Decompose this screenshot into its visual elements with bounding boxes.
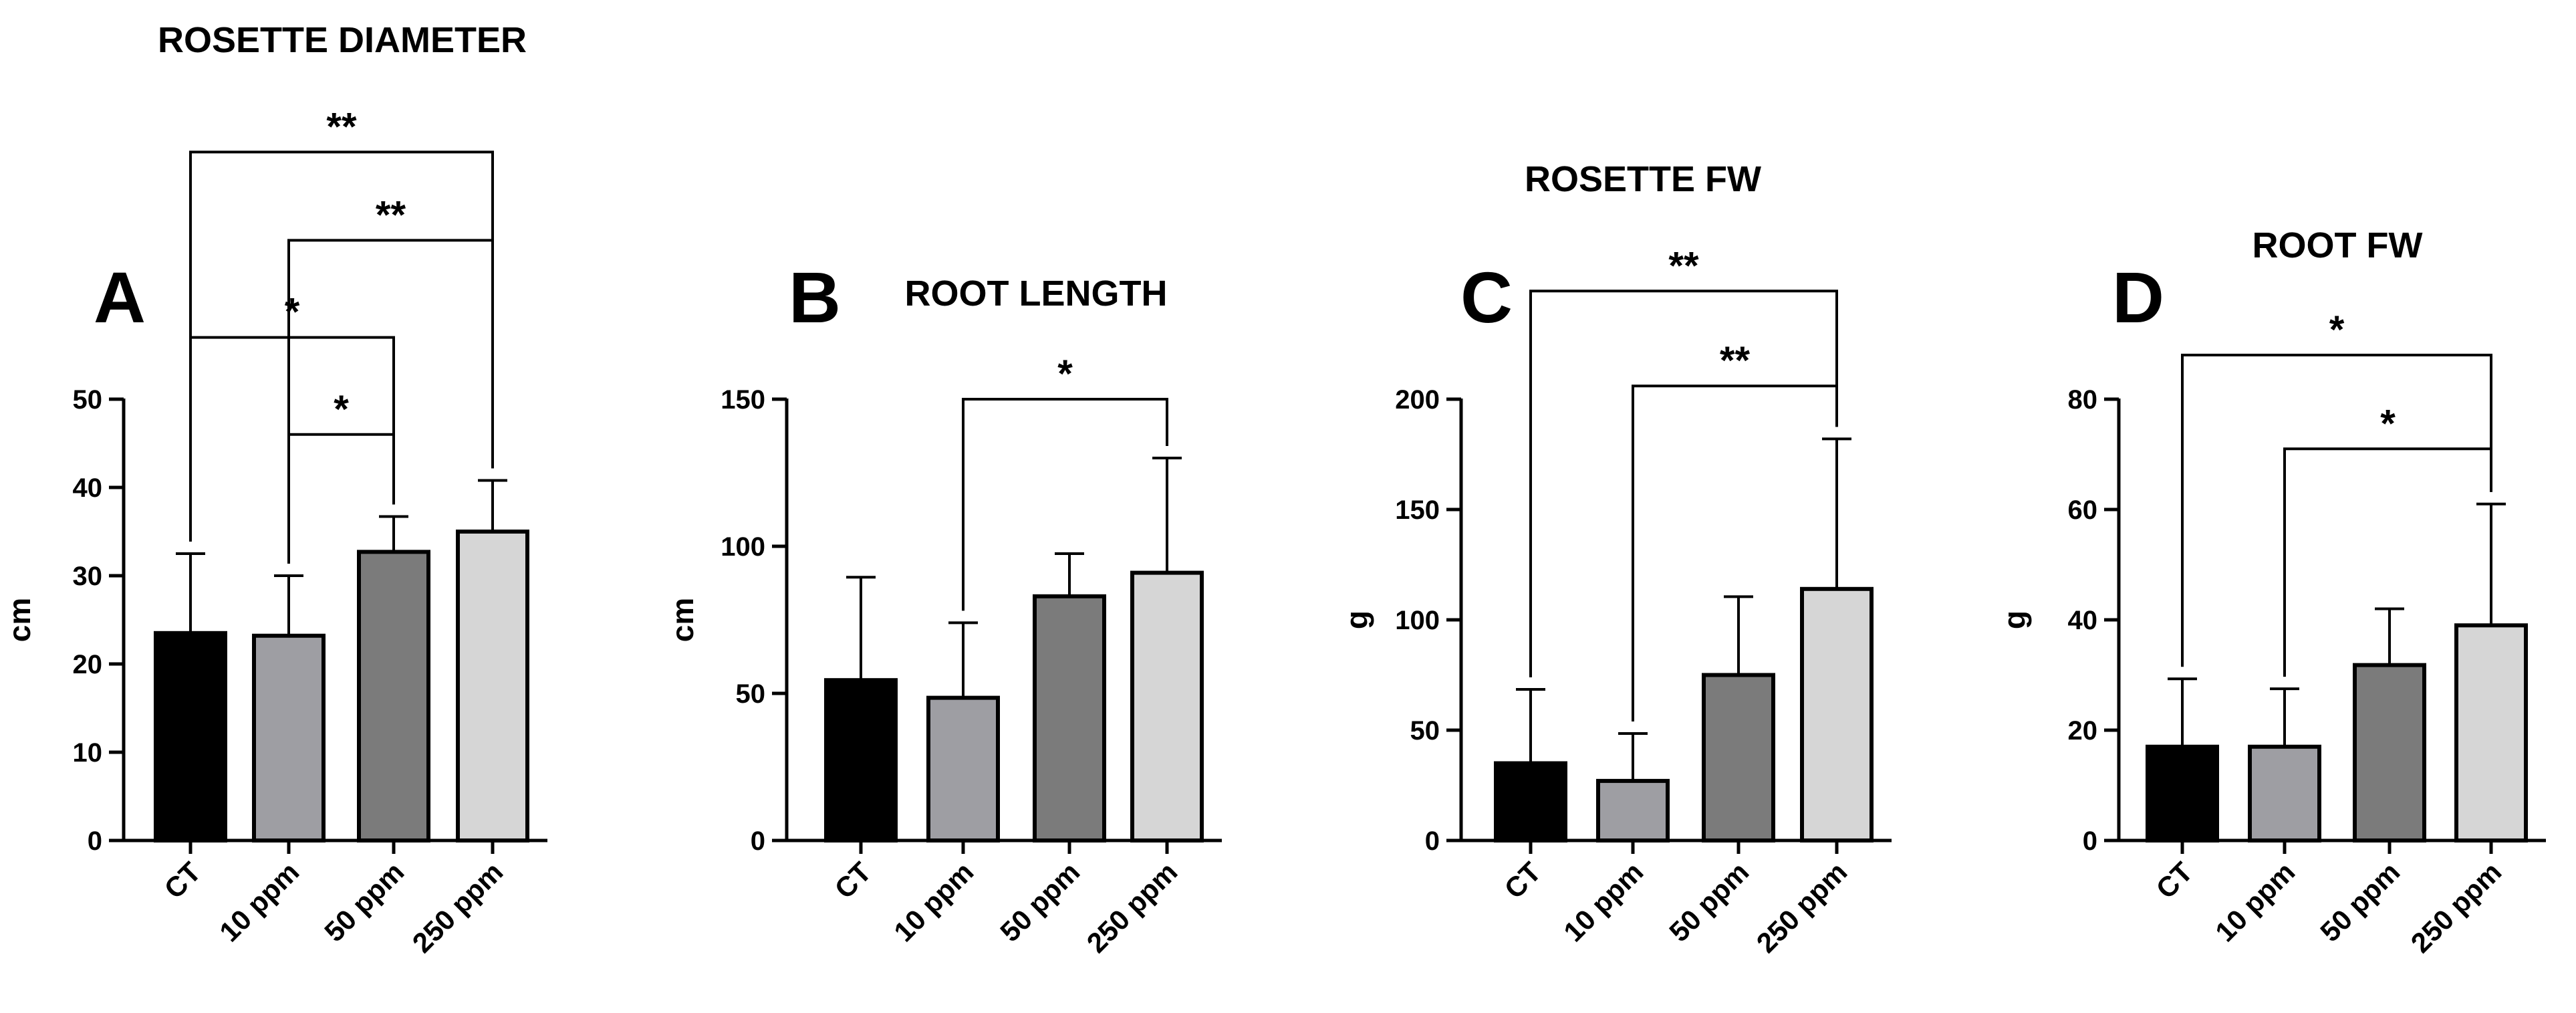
chart-title: ROOT FW	[2252, 225, 2423, 265]
panel-letter: C	[1460, 257, 1513, 338]
y-axis-label: g	[1339, 610, 1374, 629]
y-tick-label: 0	[2083, 826, 2097, 856]
x-tick-label: 250 ppm	[1081, 856, 1184, 959]
significance-bracket	[189, 150, 494, 542]
significance-bracket	[2181, 354, 2492, 667]
y-tick-label: 100	[1395, 606, 1440, 635]
bar-10-ppm	[252, 633, 326, 842]
significance-label: *	[2329, 308, 2345, 352]
bar-250-ppm	[456, 530, 529, 842]
x-tick-label: 10 ppm	[1557, 856, 1649, 947]
bar-10-ppm	[1596, 778, 1670, 843]
significance-label: **	[376, 193, 406, 237]
x-tick-label: 250 ppm	[406, 856, 509, 959]
x-tick-label: 50 ppm	[994, 856, 1085, 947]
y-tick-label: 40	[73, 473, 103, 503]
significance-label: *	[1057, 352, 1073, 396]
significance-bracket	[1529, 290, 1838, 677]
y-tick-label: 10	[73, 738, 103, 768]
x-tick-label: 10 ppm	[888, 856, 979, 947]
x-tick-label: 50 ppm	[2314, 856, 2406, 947]
bar-ct	[154, 631, 227, 842]
y-tick-label: 20	[73, 650, 103, 679]
bar-ct	[824, 678, 898, 843]
bar-250-ppm	[1800, 586, 1874, 842]
x-tick-label: CT	[2150, 856, 2199, 905]
panel-letter: A	[94, 257, 146, 338]
significance-label: *	[334, 388, 349, 431]
x-tick-label: 50 ppm	[1663, 856, 1755, 947]
y-tick-label: 40	[2068, 606, 2098, 635]
bar-10-ppm	[926, 695, 1000, 842]
panel-letter: B	[789, 257, 841, 338]
x-tick-label: CT	[1499, 856, 1547, 905]
y-tick-label: 50	[1410, 716, 1440, 746]
significance-label: *	[2380, 402, 2396, 445]
x-tick-label: 10 ppm	[2209, 856, 2301, 947]
significance-label: **	[326, 105, 357, 148]
significance-bracket	[189, 336, 395, 542]
y-tick-label: 0	[88, 826, 102, 856]
bar-ct	[1494, 761, 1567, 842]
y-tick-label: 60	[2068, 495, 2098, 525]
x-tick-label: 250 ppm	[1751, 856, 1853, 959]
y-tick-label: 30	[73, 562, 103, 591]
significance-bracket	[287, 433, 395, 564]
x-tick-label: 250 ppm	[2405, 856, 2508, 959]
significance-label: **	[1720, 339, 1751, 382]
y-tick-label: 20	[2068, 716, 2098, 746]
bar-50-ppm	[357, 550, 430, 842]
bar-250-ppm	[1130, 570, 1204, 842]
bar-50-ppm	[1033, 594, 1106, 842]
x-tick-label: CT	[158, 856, 207, 905]
chart-title: ROOT LENGTH	[905, 273, 1168, 314]
panel-b: B ROOT LENGTH 0 50 100 150 cm CT 10 ppm 50 ppm250…	[665, 257, 1222, 959]
bar-50-ppm	[1702, 673, 1775, 842]
significance-bracket	[962, 398, 1168, 611]
panel-a: A ROSETTE DIAMETER 0 10 20 30 40 50 cm CT 10 ppm 50…	[2, 20, 547, 959]
y-tick-label: 0	[751, 826, 765, 856]
y-axis-label: cm	[2, 598, 37, 642]
y-tick-label: 150	[721, 385, 765, 415]
y-tick-label: 100	[721, 532, 765, 562]
x-tick-label: 50 ppm	[318, 856, 410, 947]
chart-title: ROSETTE FW	[1525, 159, 1761, 199]
y-tick-label: 50	[736, 679, 766, 709]
bar-250-ppm	[2454, 623, 2528, 842]
panel-c: C ROSETTE FW 0 50 100 150 200 g CT 10 ppm 50 ppm25…	[1339, 159, 1892, 959]
y-tick-label: 80	[2068, 385, 2098, 415]
y-tick-label: 200	[1395, 385, 1440, 415]
significance-label: *	[285, 291, 300, 334]
chart-title: ROSETTE DIAMETER	[158, 20, 527, 60]
y-axis-label: cm	[665, 598, 700, 642]
y-tick-label: 0	[1425, 826, 1440, 856]
x-tick-label: CT	[829, 856, 878, 905]
bar-10-ppm	[2248, 744, 2321, 842]
significance-label: **	[1668, 244, 1699, 288]
x-tick-label: 10 ppm	[213, 856, 305, 947]
significance-bracket	[287, 239, 494, 564]
y-tick-label: 50	[73, 385, 103, 415]
y-axis-label: g	[1997, 610, 2032, 629]
y-tick-label: 150	[1395, 495, 1440, 525]
panel-letter: D	[2112, 257, 2164, 338]
bar-ct	[2146, 744, 2219, 842]
bar-50-ppm	[2353, 663, 2426, 843]
